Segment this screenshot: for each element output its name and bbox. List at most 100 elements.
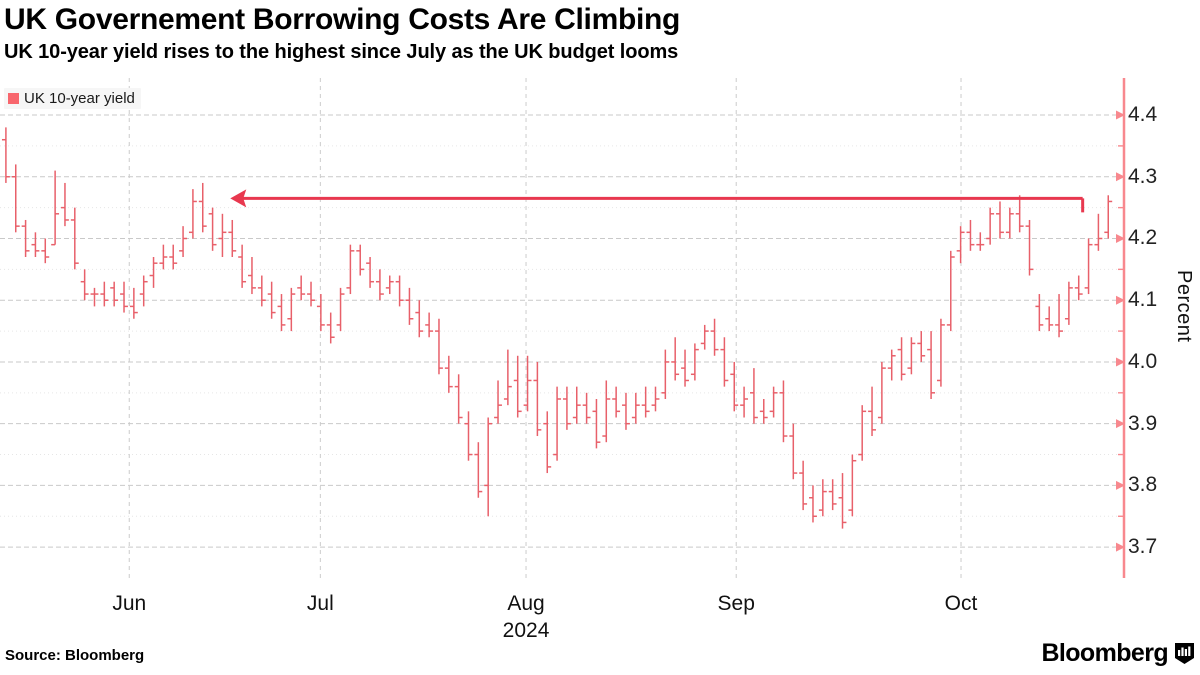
- ohlc-bar: [828, 479, 837, 511]
- ohlc-bar: [61, 182, 69, 227]
- x-axis-tick-label: Oct: [944, 592, 978, 615]
- ohlc-chart-svg: [0, 78, 1126, 578]
- chart-header: UK Governement Borrowing Costs Are Climb…: [0, 0, 1200, 65]
- ohlc-bar: [444, 355, 453, 393]
- ohlc-bar: [917, 331, 926, 362]
- ohlc-bar: [169, 244, 178, 270]
- ohlc-bar: [484, 417, 493, 517]
- ohlc-bar: [90, 287, 99, 307]
- annotation-arrow: [230, 189, 1085, 213]
- ohlc-bar: [1104, 195, 1113, 239]
- x-axis-year-label: 2024: [502, 619, 550, 642]
- ohlc-bar: [179, 226, 188, 258]
- ohlc-bar: [1094, 213, 1103, 251]
- ohlc-bar: [897, 337, 906, 381]
- ohlc-bars: [1, 127, 1113, 529]
- horizontal-gridlines: [0, 110, 1125, 552]
- source-label: Source: Bloomberg: [5, 647, 145, 664]
- ohlc-bar: [1055, 294, 1063, 338]
- page-subtitle: UK 10-year yield rises to the highest si…: [4, 41, 679, 63]
- x-axis-tick-label: Jul: [306, 592, 334, 615]
- x-axis-tick-label: Sep: [717, 592, 755, 615]
- ohlc-bar: [1025, 219, 1034, 276]
- x-axis-tick-label: Jun: [112, 592, 147, 615]
- ohlc-bar: [1074, 275, 1083, 301]
- ohlc-bar: [996, 201, 1004, 239]
- ohlc-bar: [257, 275, 266, 307]
- chart-legend[interactable]: UK 10-year yield: [4, 88, 141, 109]
- ohlc-bar: [700, 324, 709, 350]
- ohlc-bar: [582, 392, 591, 424]
- ohlc-bar: [769, 386, 778, 418]
- ohlc-bar: [267, 281, 276, 319]
- ohlc-bar: [513, 355, 522, 418]
- ohlc-bar: [385, 275, 394, 295]
- ohlc-bar: [907, 337, 916, 375]
- vertical-gridlines: [128, 78, 962, 578]
- ohlc-bar: [100, 281, 109, 307]
- ohlc-bar: [238, 244, 247, 288]
- ohlc-bar: [297, 275, 306, 301]
- ohlc-bar: [405, 287, 414, 325]
- ohlc-bar: [336, 287, 345, 332]
- ohlc-bar: [80, 269, 89, 301]
- ohlc-bar: [307, 281, 315, 307]
- page-title: UK Governement Borrowing Costs Are Climb…: [4, 3, 681, 36]
- ohlc-bar: [868, 386, 876, 437]
- ohlc-bar: [326, 312, 335, 344]
- ohlc-bar: [435, 318, 443, 375]
- ohlc-bar: [818, 479, 827, 517]
- ohlc-bar: [858, 405, 867, 461]
- ohlc-bar: [494, 380, 502, 424]
- ohlc-bar: [730, 361, 739, 412]
- ohlc-bar: [848, 454, 857, 517]
- ohlc-bar: [129, 287, 138, 319]
- ohlc-bar: [799, 460, 808, 511]
- ohlc-bar: [11, 164, 20, 233]
- ohlc-bar: [651, 386, 660, 412]
- legend-square-marker-icon: [8, 93, 19, 104]
- ohlc-bar: [287, 287, 296, 332]
- ohlc-bar: [395, 275, 404, 307]
- ohlc-bar: [789, 423, 798, 480]
- ohlc-bar: [316, 294, 325, 332]
- bloomberg-terminal-icon: [1175, 643, 1194, 664]
- bloomberg-brand: Bloomberg: [1041, 641, 1194, 666]
- ohlc-bar: [70, 207, 79, 270]
- ohlc-bar: [572, 386, 581, 424]
- ohlc-bar: [631, 392, 640, 424]
- ohlc-bar: [838, 473, 847, 529]
- ohlc-bar: [927, 331, 936, 399]
- ohlc-bar: [720, 337, 729, 387]
- ohlc-bar: [740, 386, 749, 418]
- ohlc-bar: [464, 411, 473, 461]
- plot-area: [0, 78, 1200, 578]
- ohlc-bar: [956, 226, 965, 264]
- ohlc-bar: [139, 275, 148, 307]
- ohlc-bar: [503, 349, 512, 406]
- ohlc-bar: [110, 281, 119, 307]
- ohlc-bar: [612, 386, 621, 418]
- ohlc-bar: [1005, 207, 1014, 239]
- ohlc-bar: [51, 170, 60, 246]
- ohlc-bar: [425, 312, 434, 338]
- ohlc-bar: [749, 368, 758, 424]
- ohlc-bar: [1, 127, 10, 183]
- ohlc-bar: [198, 182, 207, 233]
- ohlc-bar: [622, 392, 630, 430]
- ohlc-bar: [415, 300, 424, 338]
- ohlc-bar: [31, 232, 40, 258]
- ohlc-bar: [208, 207, 217, 251]
- ohlc-bar: [533, 361, 542, 437]
- ohlc-bar: [356, 244, 365, 276]
- ohlc-bar: [277, 294, 286, 332]
- ohlc-bar: [809, 485, 817, 523]
- ohlc-bar: [248, 257, 256, 295]
- ohlc-bar: [543, 411, 552, 474]
- ohlc-bar: [1084, 238, 1093, 295]
- ohlc-bar: [946, 250, 955, 332]
- ohlc-bar: [523, 355, 532, 412]
- y-axis-title: Percent: [1173, 270, 1195, 343]
- ohlc-bar: [759, 398, 768, 424]
